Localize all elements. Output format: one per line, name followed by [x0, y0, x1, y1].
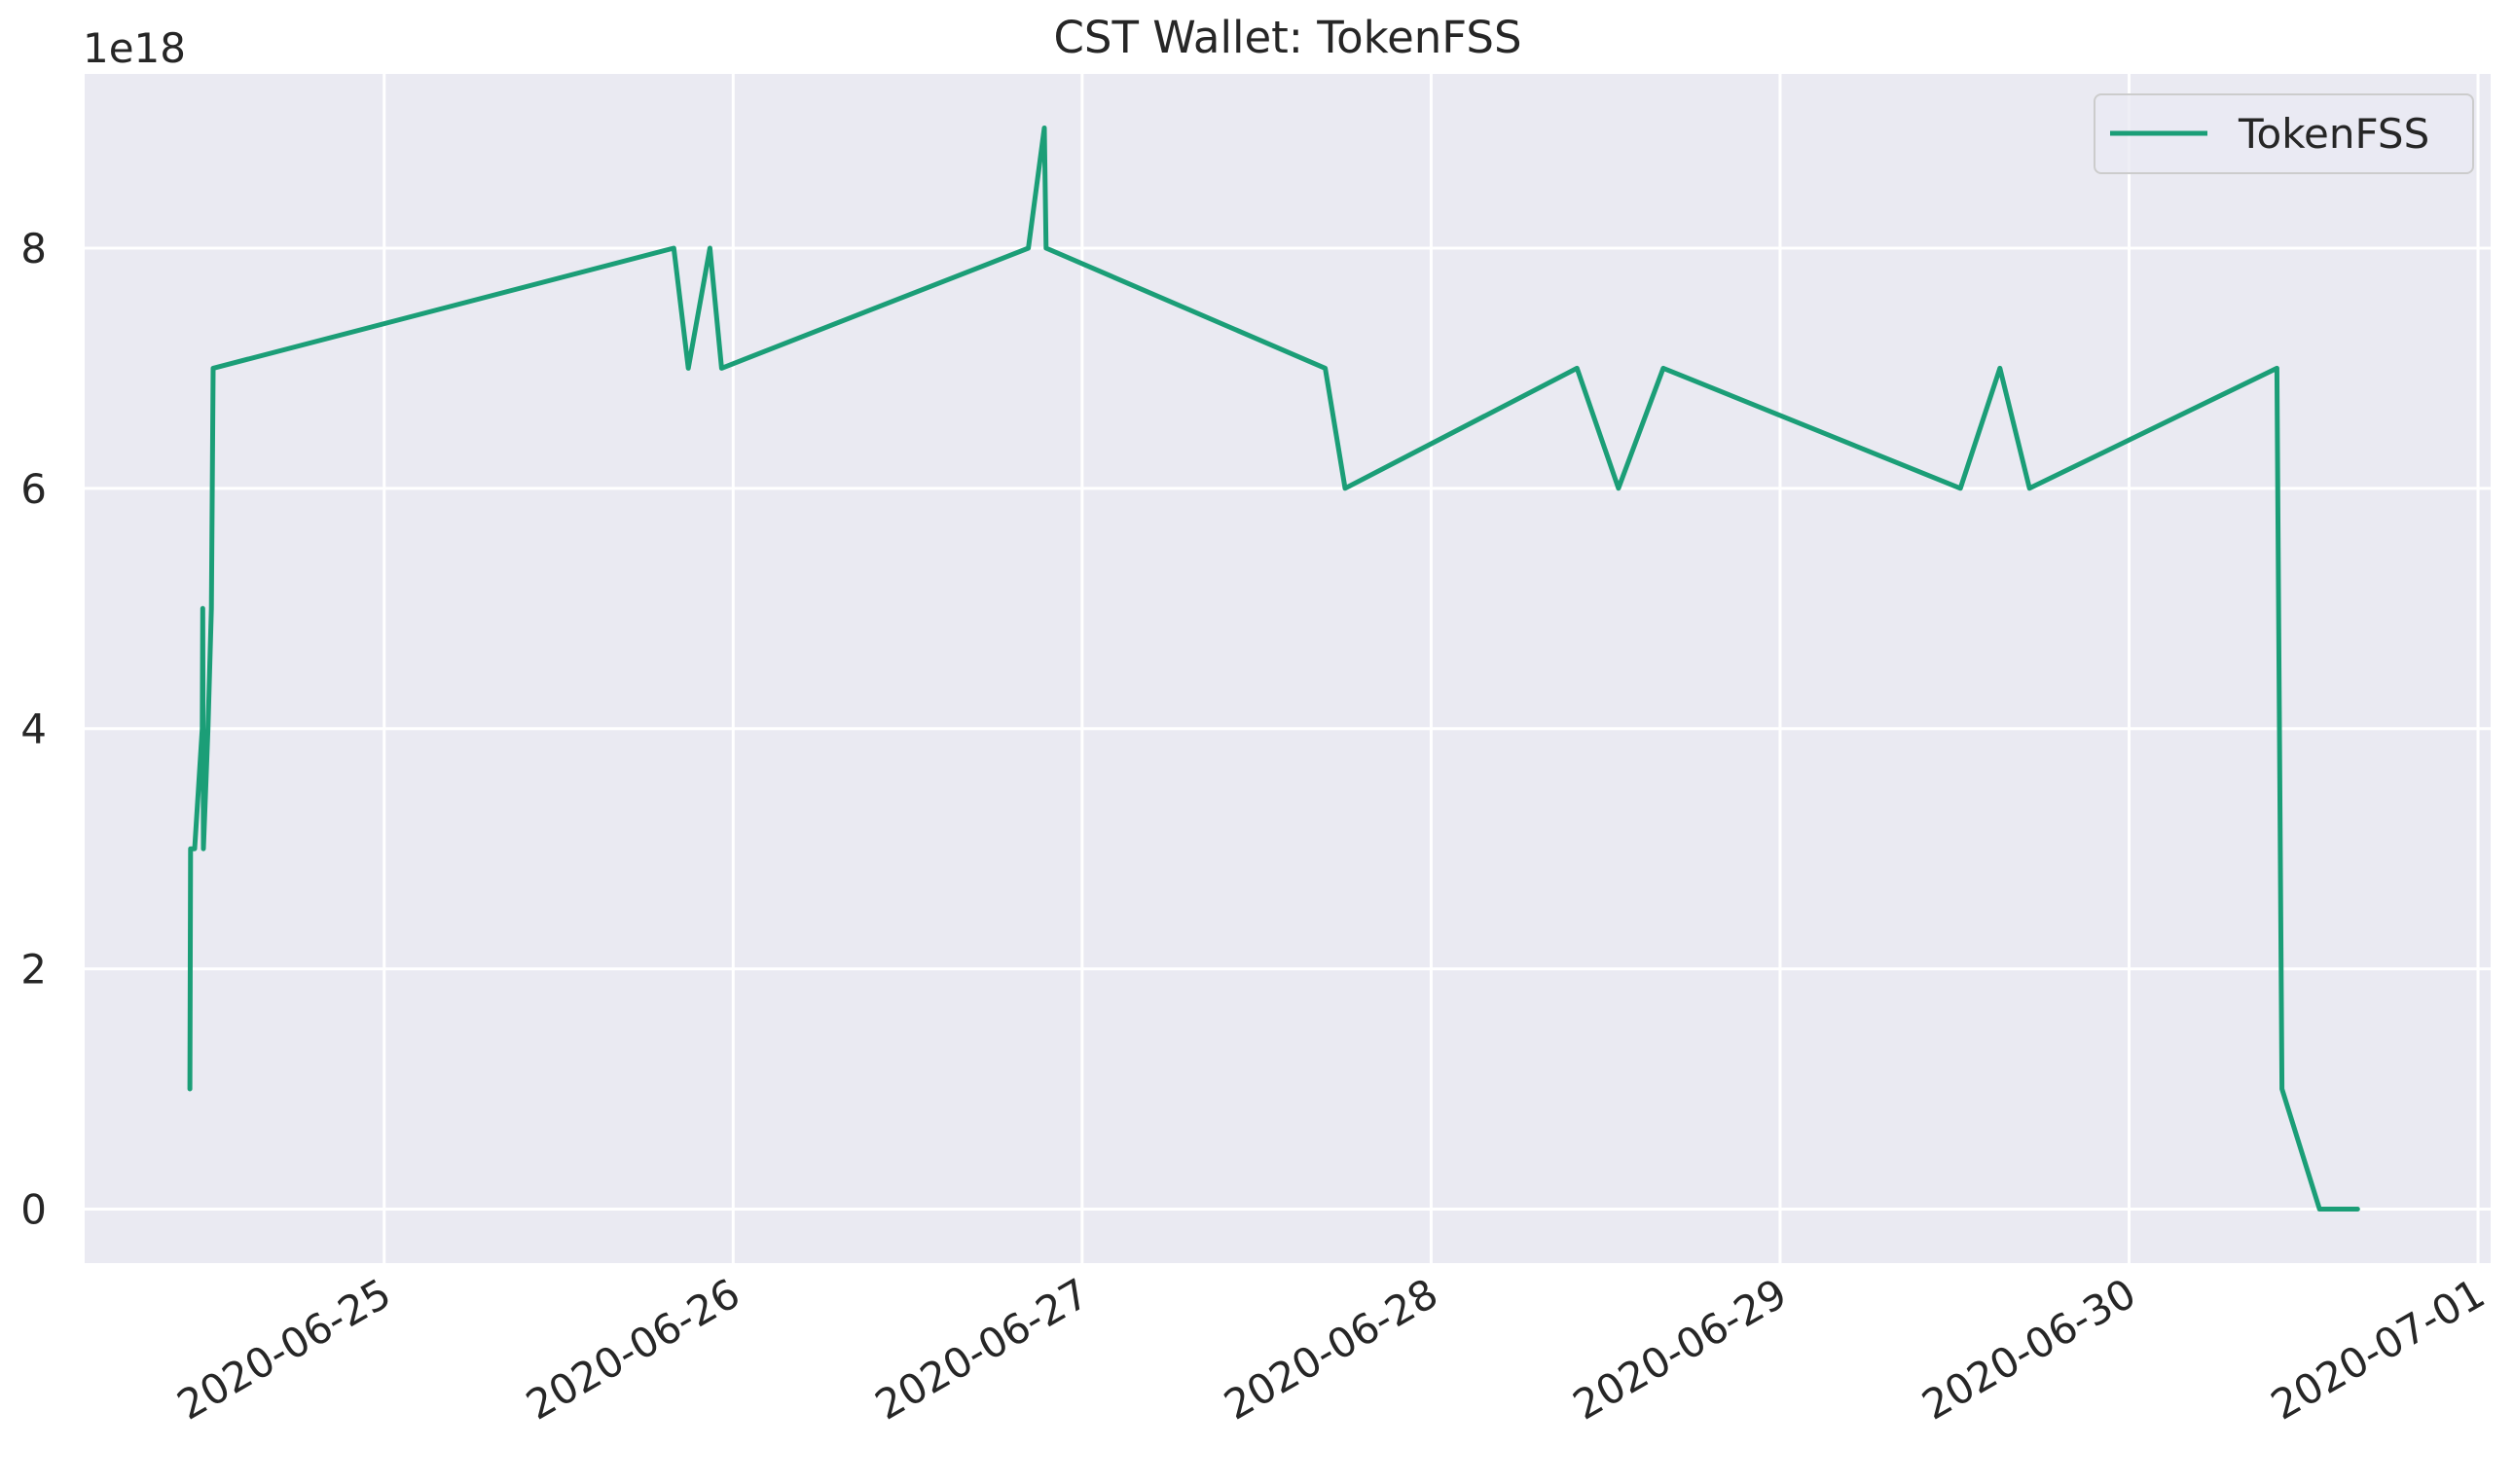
y-tick-label: 2: [20, 946, 47, 994]
series-layer: [187, 126, 2360, 1212]
y-tick-label: 4: [20, 706, 47, 753]
legend-label: TokenFSS: [2238, 110, 2429, 158]
y-axis: 0 2 4 6 8: [20, 225, 47, 1233]
legend[interactable]: TokenFSS: [2094, 93, 2474, 174]
chart-title: CST Wallet: TokenFSS: [1053, 12, 1521, 63]
y-offset-label: 1e18: [83, 24, 186, 72]
y-tick-label: 0: [20, 1185, 47, 1233]
y-tick-label: 8: [20, 225, 47, 272]
y-tick-label: 6: [20, 465, 47, 513]
legend-box: [2094, 93, 2474, 174]
plot-area: [85, 74, 2491, 1263]
series-line-tokenfss: [187, 126, 2360, 1212]
grid-lines: [85, 74, 2491, 1263]
